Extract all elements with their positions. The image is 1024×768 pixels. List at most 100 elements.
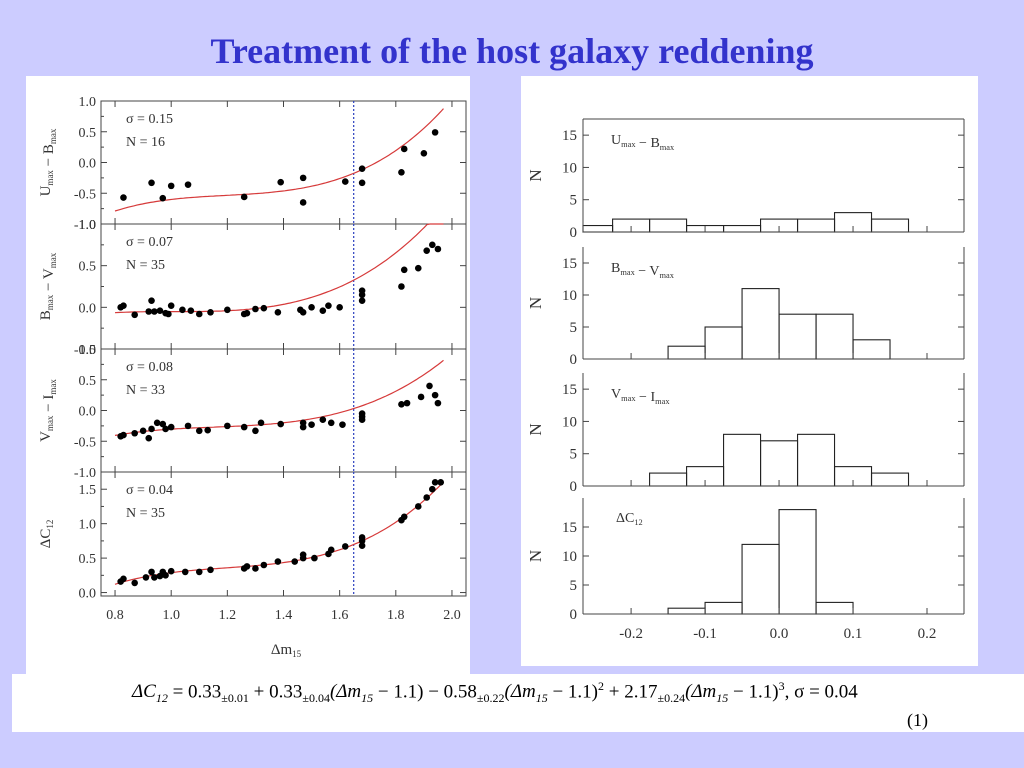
- y-tick-label: -0.5: [74, 187, 96, 202]
- x-tick-label: 1.2: [219, 608, 237, 623]
- y-axis-label-part: max: [45, 415, 55, 431]
- data-point: [167, 182, 175, 190]
- data-point: [420, 149, 428, 157]
- x-axis-label-part: Δm: [271, 642, 293, 658]
- histogram-bar: [796, 218, 836, 233]
- data-point: [325, 302, 332, 309]
- x-axis-label: Δm15: [271, 642, 302, 659]
- data-point: [207, 566, 214, 574]
- eq-c3-err: ±0.24: [657, 691, 686, 706]
- histogram-subplot: 0 5 10 15 ΔC12 N: [526, 498, 965, 623]
- data-point: [341, 543, 349, 550]
- data-point: [291, 558, 299, 565]
- y-axis-label-part: − I: [41, 395, 57, 416]
- data-point: [131, 311, 138, 319]
- histogram-label-part: B: [611, 261, 620, 276]
- y-tick-label: 0: [570, 225, 578, 241]
- histogram-bar: [815, 313, 854, 360]
- y-tick-label: 0.5: [79, 126, 97, 141]
- data-point: [243, 309, 251, 317]
- y-axis-label: N: [526, 169, 545, 181]
- x-tick-label: 0.2: [918, 626, 937, 642]
- data-point: [299, 551, 307, 558]
- histogram-bar: [704, 601, 743, 615]
- histogram-bar: [741, 543, 780, 615]
- histogram-label: Bmax − Vmax: [611, 261, 675, 280]
- data-point: [260, 304, 268, 312]
- x-tick-label: 0.8: [106, 608, 124, 623]
- data-point: [181, 568, 189, 576]
- data-point: [131, 579, 138, 587]
- data-point: [274, 558, 282, 565]
- eq-c0-err: ±0.01: [221, 691, 249, 706]
- data-point: [120, 194, 127, 201]
- y-axis-label: Bmax − Vmax: [38, 252, 58, 320]
- eq-term1-end: − 1.1) −: [373, 681, 444, 703]
- data-point: [195, 427, 203, 435]
- data-point: [400, 266, 408, 274]
- histogram-bar: [870, 218, 910, 233]
- y-tick-label: 0.5: [79, 374, 97, 389]
- y-tick-label: 1.0: [79, 218, 97, 233]
- histogram-bar: [778, 313, 817, 360]
- data-point: [257, 419, 265, 427]
- data-point: [358, 542, 366, 550]
- histogram-bar: [815, 601, 854, 615]
- data-point: [274, 309, 282, 316]
- count-label: N = 33: [126, 383, 165, 398]
- histogram-label-part: V: [611, 387, 621, 402]
- data-point: [398, 401, 405, 408]
- data-point: [327, 419, 335, 427]
- y-tick-label: -1.0: [74, 466, 96, 481]
- data-point: [224, 306, 231, 314]
- histogram-bar: [723, 224, 762, 233]
- histogram-label: Vmax − Imax: [611, 387, 670, 406]
- y-tick-label: 0.0: [79, 157, 97, 172]
- data-point: [167, 302, 175, 309]
- sigma-label: σ = 0.15: [126, 112, 173, 127]
- data-point: [162, 425, 169, 433]
- data-point: [341, 178, 349, 185]
- data-point: [167, 567, 175, 575]
- y-tick-label: 10: [562, 414, 577, 430]
- data-point: [299, 419, 307, 427]
- y-axis-label-part: max: [45, 170, 55, 186]
- data-point: [153, 419, 161, 427]
- data-point: [139, 427, 147, 435]
- data-point: [358, 297, 366, 304]
- histogram-bar: [582, 224, 614, 233]
- equation-panel: ΔC12 = 0.33±0.01 + 0.33±0.04(Δm15 − 1.1)…: [12, 674, 1024, 732]
- histogram-subplot: 0 5 10 15 Bmax − Vmax N: [526, 247, 965, 368]
- y-tick-label: 5: [570, 193, 578, 209]
- eq-c2-err: ±0.22: [476, 691, 505, 706]
- y-axis-label: N: [526, 423, 545, 435]
- data-point: [277, 420, 284, 428]
- y-tick-label: 0: [570, 479, 578, 495]
- y-tick-label: 15: [562, 520, 577, 536]
- data-point: [162, 572, 169, 579]
- histogram-bar: [667, 607, 706, 615]
- histogram-bar: [704, 326, 743, 360]
- histogram-subplot: 0 5 10 15 Umax − Bmax N: [526, 118, 965, 241]
- data-point: [243, 563, 251, 570]
- eq-term1-sub: 15: [361, 691, 374, 706]
- eq-term3: (Δm: [685, 681, 717, 703]
- histogram-label-part: U: [611, 133, 621, 148]
- histogram-bar: [852, 339, 891, 360]
- y-axis-label-part: − B: [41, 144, 57, 170]
- histogram-bar: [760, 440, 799, 487]
- x-tick-label: 1.4: [275, 608, 293, 623]
- data-point: [204, 426, 211, 434]
- count-label: N = 16: [126, 135, 165, 150]
- eq-c0: 0.33: [188, 681, 222, 703]
- data-point: [240, 423, 248, 431]
- data-point: [431, 479, 439, 486]
- data-point: [429, 485, 436, 493]
- scatter-panel: 1.0 0.5 0.0 -0.5 -1.0 σ = 0.15 N = 16 Umax − Bm…: [26, 76, 470, 674]
- y-axis-label-part: 12: [45, 520, 55, 529]
- eq-plus: +: [248, 681, 270, 703]
- data-point: [434, 399, 442, 407]
- eq-term2-end: − 1.1): [547, 681, 599, 703]
- y-tick-label: 0.5: [79, 260, 97, 275]
- histogram-label-part: ΔC: [616, 511, 634, 526]
